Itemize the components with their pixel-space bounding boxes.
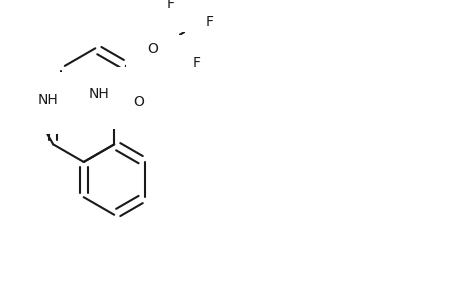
Text: NH: NH xyxy=(38,93,59,107)
Text: O: O xyxy=(133,94,143,109)
Text: N: N xyxy=(59,99,69,113)
Text: F: F xyxy=(167,0,175,11)
Text: O: O xyxy=(147,42,158,56)
Text: F: F xyxy=(192,56,200,70)
Text: F: F xyxy=(206,15,213,29)
Text: NH: NH xyxy=(88,87,109,101)
